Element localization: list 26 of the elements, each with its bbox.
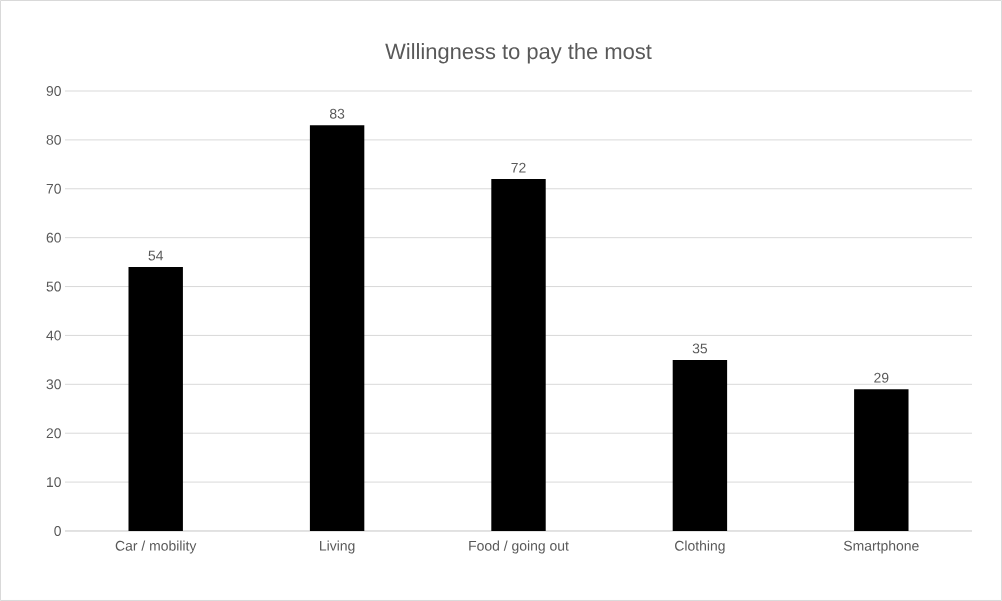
bar (309, 125, 365, 531)
data-label: 54 (148, 250, 164, 261)
bar (672, 359, 728, 531)
y-tick-label: 90 (46, 86, 61, 96)
x-tick-label: Car / mobility (115, 540, 197, 554)
data-label: 29 (874, 372, 889, 383)
x-tick-label: Clothing (675, 540, 725, 554)
data-label: 83 (329, 108, 345, 119)
data-label: 35 (692, 343, 708, 354)
x-tick-label: Food / going out (469, 540, 569, 554)
x-tick-label: Smartphone (843, 540, 919, 554)
y-tick-label: 20 (46, 428, 61, 439)
chart-title: Willingness to pay the most (385, 43, 652, 64)
data-label: 72 (511, 162, 526, 173)
y-tick-label: 30 (46, 379, 61, 390)
y-tick-label: 80 (46, 134, 61, 145)
y-tick-label: 50 (46, 281, 61, 292)
bar (854, 389, 909, 531)
y-tick-label: 40 (46, 330, 61, 341)
bar (491, 178, 546, 531)
y-tick-label: 60 (46, 232, 61, 243)
y-tick-label: 0 (54, 526, 61, 536)
y-tick-label: 10 (47, 477, 61, 488)
x-tick-label: Living (320, 540, 355, 554)
bar (128, 266, 183, 531)
y-tick-label: 70 (46, 183, 61, 194)
